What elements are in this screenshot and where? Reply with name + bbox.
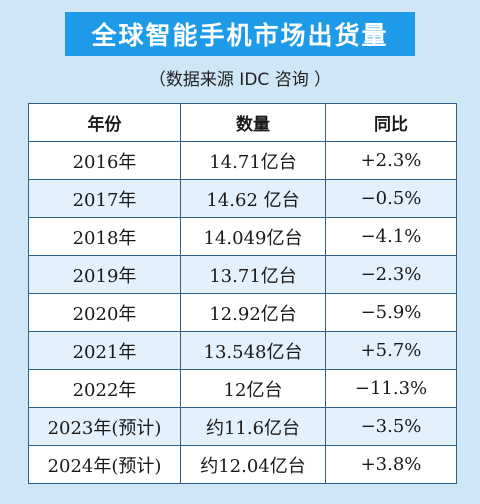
quantity-cell: 14.049亿台: [180, 217, 326, 256]
table-row: 2017年 14.62 亿台 −0.5%: [28, 179, 457, 218]
quantity-cell: 14.71亿台: [180, 141, 326, 180]
shipment-table: 年份 数量 同比 2016年 14.71亿台 +2.3% 2017年 14.62…: [28, 103, 457, 484]
table-row: 2023年(预计) 约11.6亿台 −3.5%: [28, 407, 457, 446]
header-year: 年份: [28, 103, 181, 142]
table-row: 2024年(预计) 约12.04亿台 +3.8%: [28, 445, 457, 484]
yoy-cell: −0.5%: [325, 179, 457, 218]
yoy-cell: −2.3%: [325, 255, 457, 294]
year-cell: 2022年: [28, 369, 181, 408]
quantity-cell: 13.548亿台: [180, 331, 326, 370]
header-quantity: 数量: [180, 103, 326, 142]
header-yoy: 同比: [325, 103, 457, 142]
yoy-cell: +2.3%: [325, 141, 457, 180]
table-row: 2021年 13.548亿台 +5.7%: [28, 331, 457, 370]
quantity-cell: 14.62 亿台: [180, 179, 326, 218]
table-header-row: 年份 数量 同比: [28, 103, 457, 142]
table-row: 2019年 13.71亿台 −2.3%: [28, 255, 457, 294]
quantity-cell: 13.71亿台: [180, 255, 326, 294]
year-cell: 2019年: [28, 255, 181, 294]
yoy-cell: +3.8%: [325, 445, 457, 484]
yoy-cell: +5.7%: [325, 331, 457, 370]
quantity-cell: 12.92亿台: [180, 293, 326, 332]
year-cell: 2024年(预计): [28, 445, 181, 484]
quantity-cell: 约11.6亿台: [180, 407, 326, 446]
year-cell: 2021年: [28, 331, 181, 370]
yoy-cell: −11.3%: [325, 369, 457, 408]
year-cell: 2023年(预计): [28, 407, 181, 446]
table-row: 2022年 12亿台 −11.3%: [28, 369, 457, 408]
year-cell: 2016年: [28, 141, 181, 180]
page-title: 全球智能手机市场出货量: [65, 12, 415, 56]
table-row: 2018年 14.049亿台 −4.1%: [28, 217, 457, 256]
year-cell: 2020年: [28, 293, 181, 332]
data-source-note: （数据来源 IDC 咨询 ）: [148, 70, 332, 90]
yoy-cell: −5.9%: [325, 293, 457, 332]
year-cell: 2018年: [28, 217, 181, 256]
table-row: 2016年 14.71亿台 +2.3%: [28, 141, 457, 180]
yoy-cell: −4.1%: [325, 217, 457, 256]
yoy-cell: −3.5%: [325, 407, 457, 446]
year-cell: 2017年: [28, 179, 181, 218]
quantity-cell: 约12.04亿台: [180, 445, 326, 484]
quantity-cell: 12亿台: [180, 369, 326, 408]
table-row: 2020年 12.92亿台 −5.9%: [28, 293, 457, 332]
